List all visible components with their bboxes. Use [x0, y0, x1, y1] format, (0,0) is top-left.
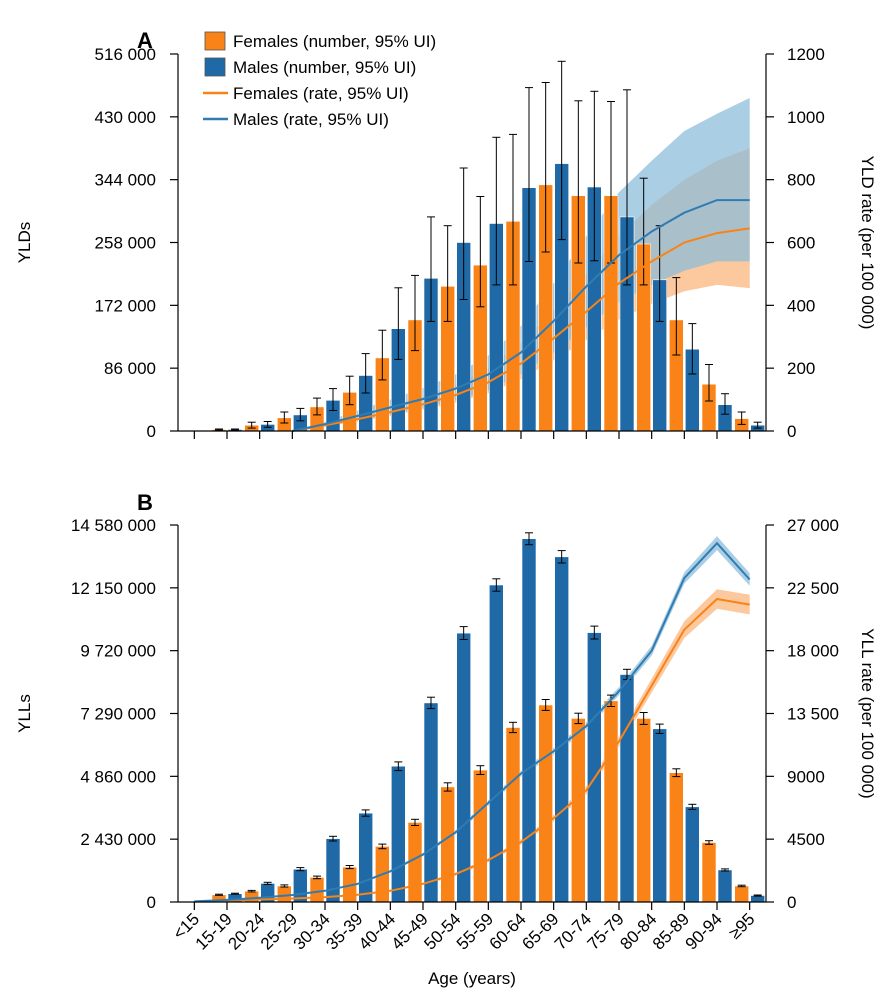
x-tick-label: 90-94	[682, 909, 726, 953]
female-bar	[538, 704, 554, 903]
female-bar	[636, 718, 652, 903]
x-tick-label: 85-89	[649, 909, 693, 953]
left-tick-label: 258 000	[95, 234, 156, 253]
male-bar	[390, 765, 406, 903]
x-tick-label: 35-39	[322, 909, 366, 953]
x-tick-label: 30-34	[290, 909, 334, 953]
male-bar	[684, 806, 700, 903]
left-tick-label: 14 580 000	[71, 516, 156, 535]
legend-label: Females (number, 95% UI)	[233, 32, 436, 51]
female-bar	[505, 727, 521, 903]
x-tick-label: ≥95	[725, 909, 758, 942]
legend: Females (number, 95% UI) Males (number, 9…	[203, 31, 436, 129]
left-tick-label: 2 430 000	[80, 830, 156, 849]
male-bar	[717, 869, 733, 903]
panel-letter: A	[137, 28, 153, 53]
left-tick-label: 172 000	[95, 296, 156, 315]
right-tick-label: 22 500	[787, 579, 839, 598]
male-bar	[521, 538, 537, 903]
left-tick-label: 9 720 000	[80, 642, 156, 661]
female-bar	[701, 842, 717, 903]
male-bar	[325, 838, 341, 903]
legend-swatch	[204, 57, 226, 77]
x-tick-label: 25-29	[257, 909, 301, 953]
left-axis-label: YLDs	[15, 222, 34, 264]
right-tick-label: 0	[787, 893, 796, 912]
x-tick-label: 75-79	[584, 909, 628, 953]
left-tick-label: 344 000	[95, 171, 156, 190]
x-tick-label: 70-74	[551, 909, 595, 953]
right-tick-label: 27 000	[787, 516, 839, 535]
panel-letter: B	[137, 490, 153, 515]
panel-b: B 0 2 430 000 4 860 000 7 290 000 9 720 000 12…	[15, 490, 877, 988]
x-tick-label: 15-19	[192, 909, 236, 953]
legend-label: Males (rate, 95% UI)	[233, 110, 389, 129]
legend-item: Males (rate, 95% UI)	[203, 110, 389, 129]
right-tick-label: 0	[787, 422, 796, 441]
left-tick-label: 430 000	[95, 108, 156, 127]
male-bar	[586, 632, 602, 903]
x-tick-label: 80-84	[616, 909, 660, 953]
right-tick-label: 1000	[787, 108, 825, 127]
female-bar	[603, 700, 619, 903]
male-bar	[554, 556, 570, 903]
left-axis-label: YLLs	[15, 694, 34, 733]
left-tick-label: 0	[147, 893, 156, 912]
x-tick-label: 50-54	[420, 909, 464, 953]
female-bar	[472, 769, 488, 903]
legend-label: Females (rate, 95% UI)	[233, 84, 409, 103]
male-bar	[652, 728, 668, 903]
x-axis-label: Age (years)	[428, 969, 516, 988]
rate-line-females	[292, 227, 750, 432]
right-axis-label: YLL rate (per 100 000)	[858, 628, 877, 798]
male-bar	[619, 674, 635, 903]
male-bar	[456, 632, 472, 903]
x-tick-label: 40-44	[355, 909, 399, 953]
x-tick-label: 20-24	[224, 909, 268, 953]
right-tick-label: 4500	[787, 830, 825, 849]
right-axis-label: YLD rate (per 100 000)	[858, 156, 877, 330]
legend-label: Males (number, 95% UI)	[233, 58, 416, 77]
legend-item: Females (rate, 95% UI)	[203, 84, 409, 103]
male-bar	[423, 702, 439, 903]
legend-swatch	[204, 31, 226, 51]
female-bar	[570, 718, 586, 903]
left-tick-label: 12 150 000	[71, 579, 156, 598]
rate-line-females	[194, 597, 750, 903]
rate-line-males	[292, 199, 750, 432]
right-tick-label: 1200	[787, 45, 825, 64]
right-tick-label: 600	[787, 234, 815, 253]
panel-a: A 0 86 000 172 000 258 000 344 000 430 000 516 …	[15, 28, 877, 441]
left-tick-label: 516 000	[95, 45, 156, 64]
male-bar	[488, 584, 504, 903]
x-tick-label: 65-69	[518, 909, 562, 953]
x-tick-label: 45-49	[388, 909, 432, 953]
right-tick-label: 18 000	[787, 642, 839, 661]
male-bar	[358, 812, 374, 903]
right-tick-label: 9000	[787, 767, 825, 786]
rate-band-males	[194, 536, 750, 902]
x-tick-label: 55-59	[453, 909, 497, 953]
x-tick-label: 60-64	[486, 909, 530, 953]
left-tick-label: 0	[147, 422, 156, 441]
right-tick-label: 13 500	[787, 705, 839, 724]
right-tick-label: 800	[787, 171, 815, 190]
right-tick-label: 200	[787, 359, 815, 378]
female-bar	[734, 885, 750, 903]
legend-item: Females (number, 95% UI)	[204, 31, 436, 51]
legend-item: Males (number, 95% UI)	[204, 57, 416, 77]
rate-line-males	[194, 541, 751, 903]
female-bar	[440, 786, 456, 903]
female-bar	[668, 772, 684, 903]
left-tick-label: 7 290 000	[80, 705, 156, 724]
left-tick-label: 4 860 000	[80, 767, 156, 786]
right-tick-label: 400	[787, 296, 815, 315]
left-tick-label: 86 000	[104, 359, 156, 378]
rate-band-males	[292, 98, 750, 431]
